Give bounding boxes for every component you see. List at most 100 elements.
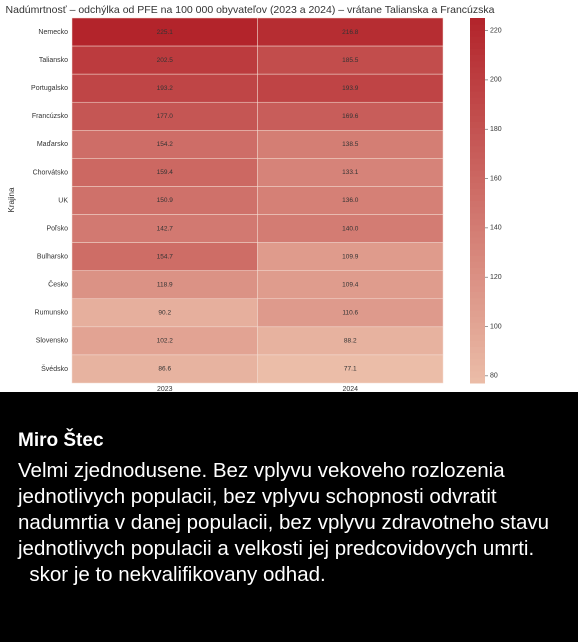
colorbar-segment [470,267,485,274]
colorbar-segment [470,328,485,335]
heatmap-cell [71,73,258,103]
y-tick-label: Česko [48,280,68,289]
cell-label: 142.7 [157,225,174,232]
colorbar-segment [470,164,485,171]
y-tick-label: Švédsko [41,364,68,373]
colorbar-segment [470,285,485,293]
colorbar-segment [470,358,485,366]
heatmap-cell [257,130,444,159]
colorbar-segment [470,376,485,384]
y-tick-label: UK [58,197,68,204]
colorbar-segment [470,84,485,92]
heatmap-cell [257,214,444,243]
colorbar-segment [470,243,485,250]
colorbar-segment [470,249,485,256]
colorbar-segment [470,72,485,80]
colorbar-segment [470,97,485,104]
heatmap-cell [257,45,444,75]
cell-label: 202.5 [157,57,174,64]
colorbar-segment [470,352,485,360]
cell-label: 109.4 [342,281,359,288]
cell-label: 86.6 [158,366,171,373]
cell-label: 140.0 [342,225,359,232]
heatmap-cell [257,73,444,103]
y-tick-label: Rumunsko [35,310,69,317]
colorbar-segment [470,157,485,165]
y-tick-label: Portugalsko [31,85,68,92]
colorbar-segment [470,322,485,329]
cell-label: 154.7 [157,253,174,260]
heatmap-cell [257,298,444,328]
heatmap-cell [257,17,444,47]
colorbar-segment [470,145,485,153]
comment-text: Velmi zjednodusene. Bez vplyvu vekoveho … [18,459,555,560]
colorbar-segment [470,176,485,183]
cell-label: 110.6 [342,310,358,317]
colorbar-segment [470,103,485,110]
colorbar-segment [470,255,485,262]
colorbar-segment [470,109,485,116]
colorbar-segment [470,66,485,74]
heatmap-cell [257,186,444,215]
heatmap-cell [71,214,258,243]
heatmap-cell [257,242,444,271]
colorbar-segment [470,24,485,31]
y-tick-label: Nemecko [38,29,68,36]
colorbar-segment [470,212,485,220]
colorbar-segment [470,48,485,55]
cell-label: 225.1 [157,29,174,36]
heatmap-cell [71,45,258,75]
cell-label: 138.5 [342,141,359,148]
heatmap-cell [71,354,258,384]
heatmap-cell [257,270,444,300]
x-tick-label: 2023 [157,386,173,392]
cell-label: 154.2 [157,141,174,148]
colorbar-segment [470,230,485,238]
heatmap-cell [71,17,258,47]
chart: Nadúmrtnosť – odchýlka od PFE na 100 000… [0,0,578,392]
x-tick-label: 2024 [342,386,358,392]
y-tick-label: Francúzsko [32,113,68,120]
heatmap-cell [257,101,444,131]
heatmap-cell [71,298,258,328]
colorbar-tick-label: 140 [490,225,502,232]
colorbar-segment [470,303,485,311]
colorbar-segment [470,273,485,281]
y-tick-label: Slovensko [36,338,68,345]
colorbar-tick-label: 100 [490,323,502,330]
colorbar-segment [470,115,485,122]
colorbar-segment [470,133,485,141]
cell-label: 177.0 [157,113,174,120]
comment: Miro Štec Velmi zjednodusene. Bez vplyvu… [18,430,568,588]
cell-label: 193.9 [342,85,359,92]
colorbar-segment [470,170,485,177]
y-axis-label: Krajina [7,187,16,212]
colorbar-segment [470,224,485,232]
comment-text: skor je to nekvalifikovany odhad. [18,563,326,586]
colorbar-segment [470,340,485,347]
colorbar-segment [470,182,485,189]
heatmap-cell [257,326,444,356]
colorbar-segment [470,151,485,159]
heatmap-cell [71,186,258,215]
colorbar-segment [470,297,485,305]
colorbar-tick-label: 160 [490,175,502,182]
cell-label: 136.0 [342,197,359,204]
colorbar-segment [470,91,485,98]
colorbar-segment [470,370,485,378]
heatmap-cell [71,326,258,356]
colorbar-segment [470,42,485,49]
cell-label: 77.1 [344,366,357,373]
colorbar-segment [470,316,485,323]
cell-label: 169.6 [342,113,359,120]
colorbar-tick-label: 220 [490,27,502,34]
cell-label: 185.5 [342,57,359,64]
y-tick-label: Chorvátsko [33,169,69,176]
cell-label: 109.9 [342,253,359,260]
colorbar-segment [470,206,485,214]
colorbar-segment [470,78,485,86]
colorbar-segment [470,237,485,244]
colorbar-segment [470,127,485,135]
colorbar-segment [470,139,485,147]
